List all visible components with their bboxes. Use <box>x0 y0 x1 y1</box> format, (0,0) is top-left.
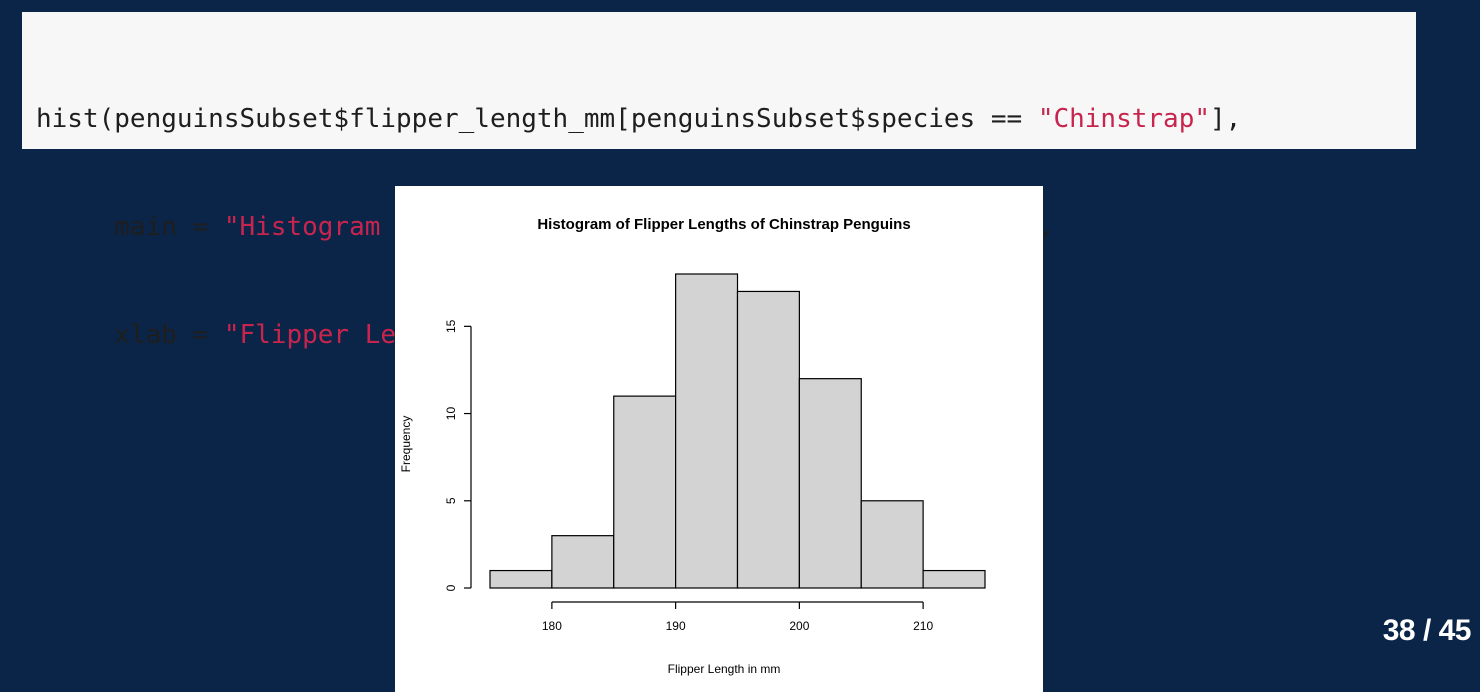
y-tick-label: 0 <box>444 584 458 591</box>
histogram-bar <box>736 290 800 589</box>
histogram-bar <box>551 535 615 589</box>
histogram-bar <box>860 500 924 589</box>
y-axis: 0 5 10 15 <box>444 319 472 591</box>
x-tick-label: 180 <box>542 619 562 633</box>
slide-number: 38 / 45 <box>1382 614 1472 647</box>
x-tick-label: 210 <box>913 619 933 633</box>
histogram-bar <box>613 395 677 589</box>
histogram-bar <box>922 569 986 589</box>
chart-title: Histogram of Flipper Lengths of Chinstra… <box>537 216 910 233</box>
x-tick-label: 190 <box>666 619 686 633</box>
bars-group <box>489 273 986 589</box>
y-tick-label: 10 <box>444 407 458 421</box>
x-axis: 180 190 200 210 <box>542 601 933 633</box>
y-tick-label: 15 <box>444 319 458 333</box>
code-string: "Chinstrap" <box>1037 104 1210 134</box>
histogram-bar <box>489 569 553 589</box>
histogram-bar <box>798 378 862 589</box>
x-tick-label: 200 <box>789 619 809 633</box>
x-axis-label: Flipper Length in mm <box>668 662 781 676</box>
histogram-chart: Histogram of Flipper Lengths of Chinstra… <box>399 216 986 676</box>
histogram-bar <box>675 273 739 589</box>
code-line-1: hist(penguinsSubset$flipper_length_mm[pe… <box>36 104 1242 134</box>
y-tick-label: 5 <box>444 497 458 504</box>
y-axis-label: Frequency <box>399 416 413 473</box>
plot-image: Histogram of Flipper Lengths of Chinstra… <box>395 186 1043 692</box>
code-block: hist(penguinsSubset$flipper_length_mm[pe… <box>22 12 1416 350</box>
